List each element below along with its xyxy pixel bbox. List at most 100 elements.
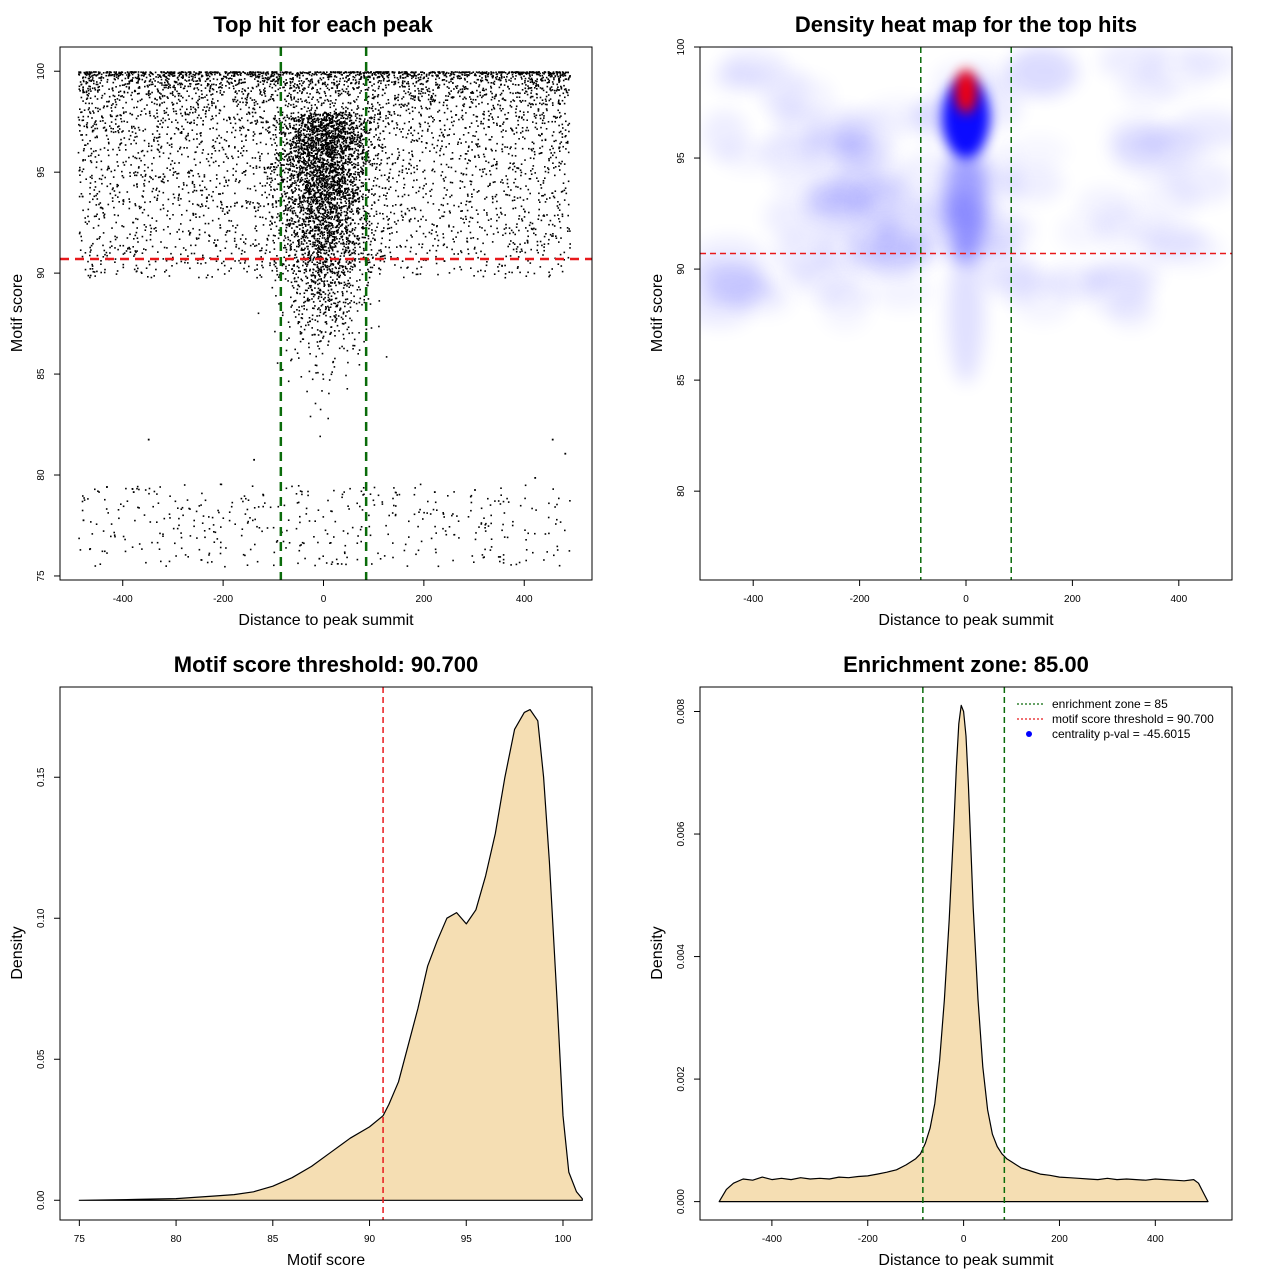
scatter-point <box>96 213 98 216</box>
scatter-point <box>388 239 391 241</box>
scatter-point <box>419 125 422 128</box>
scatter-point <box>290 115 292 118</box>
scatter-point <box>101 94 104 97</box>
scatter-point <box>411 207 413 209</box>
scatter-point <box>374 114 376 116</box>
scatter-point <box>141 78 144 81</box>
scatter-point <box>117 509 120 511</box>
scatter-point <box>425 75 428 78</box>
scatter-point <box>169 84 171 86</box>
scatter-point <box>403 105 405 107</box>
scatter-point <box>219 89 222 92</box>
scatter-point <box>520 205 523 208</box>
scatter-point <box>394 491 397 494</box>
scatter-point <box>109 71 112 73</box>
scatter-point <box>264 191 266 194</box>
scatter-point <box>306 77 308 80</box>
scatter-point <box>145 226 147 228</box>
scatter-point <box>92 270 95 273</box>
scatter-point <box>215 105 217 108</box>
scatter-point <box>159 82 161 84</box>
scatter-point <box>387 99 390 101</box>
scatter-point <box>504 232 507 235</box>
scatter-point <box>387 110 390 113</box>
scatter-point <box>464 74 466 76</box>
scatter-point <box>101 182 103 185</box>
scatter-point <box>331 87 334 89</box>
scatter-point <box>448 91 450 94</box>
scatter-point <box>509 162 512 164</box>
scatter-point <box>120 114 122 117</box>
scatter-point <box>216 91 218 93</box>
scatter-point <box>429 249 431 252</box>
scatter-point <box>417 220 419 222</box>
scatter-point <box>296 245 298 248</box>
scatter-point <box>356 558 359 561</box>
scatter-point <box>142 196 144 198</box>
scatter-point <box>171 121 173 123</box>
scatter-point <box>425 106 427 109</box>
scatter-point <box>276 540 279 542</box>
scatter-point <box>133 268 136 271</box>
scatter-point <box>132 221 134 224</box>
scatter-point <box>445 72 448 75</box>
scatter-point <box>311 126 314 129</box>
scatter-point <box>136 93 139 95</box>
scatter-point <box>448 134 450 136</box>
scatter-point <box>445 533 448 536</box>
scatter-point <box>200 97 203 99</box>
scatter-point <box>537 218 540 220</box>
scatter-point <box>500 109 503 112</box>
scatter-point <box>298 549 301 552</box>
scatter-point <box>488 138 491 141</box>
scatter-point <box>288 71 291 74</box>
scatter-point <box>96 270 98 273</box>
scatter-point <box>535 122 538 125</box>
scatter-point <box>446 189 448 191</box>
scatter-point <box>272 117 275 120</box>
scatter-point <box>434 525 436 528</box>
scatter-point <box>145 561 147 564</box>
scatter-point <box>468 225 470 227</box>
scatter-point <box>497 71 500 73</box>
scatter-point <box>289 126 292 129</box>
scatter-point <box>509 166 511 169</box>
scatter-point <box>201 522 204 524</box>
scatter-point <box>147 86 149 88</box>
scatter-point <box>475 143 477 145</box>
scatter-point <box>351 126 354 128</box>
scatter-point <box>79 181 82 183</box>
scatter-point <box>130 164 132 166</box>
scatter-point <box>359 71 362 73</box>
scatter-point <box>240 253 243 255</box>
scatter-point <box>283 133 286 135</box>
scatter-point <box>333 71 335 74</box>
scatter-point <box>82 495 84 497</box>
scatter-point <box>251 72 253 74</box>
scatter-point <box>345 71 348 74</box>
scatter-point <box>261 216 264 219</box>
scatter-point <box>87 142 89 145</box>
scatter-point <box>525 73 528 75</box>
scatter-point <box>568 77 570 79</box>
scatter-point <box>320 186 323 189</box>
scatter-point <box>244 554 246 557</box>
scatter-point <box>118 191 121 194</box>
scatter-point <box>113 531 115 534</box>
scatter-point <box>527 104 529 107</box>
scatter-point <box>341 493 344 496</box>
scatter-point <box>182 96 184 99</box>
scatter-point <box>262 117 264 120</box>
scatter-point <box>424 177 426 180</box>
scatter-point <box>262 83 265 85</box>
scatter-point <box>292 78 294 81</box>
scatter-point <box>234 118 236 120</box>
scatter-point <box>385 71 388 74</box>
scatter-point <box>333 105 335 107</box>
scatter-point <box>533 115 536 118</box>
scatter-point <box>239 73 241 76</box>
scatter-point <box>279 71 282 73</box>
scatter-point <box>131 98 133 101</box>
scatter-point <box>214 239 216 241</box>
scatter-point <box>399 75 402 78</box>
